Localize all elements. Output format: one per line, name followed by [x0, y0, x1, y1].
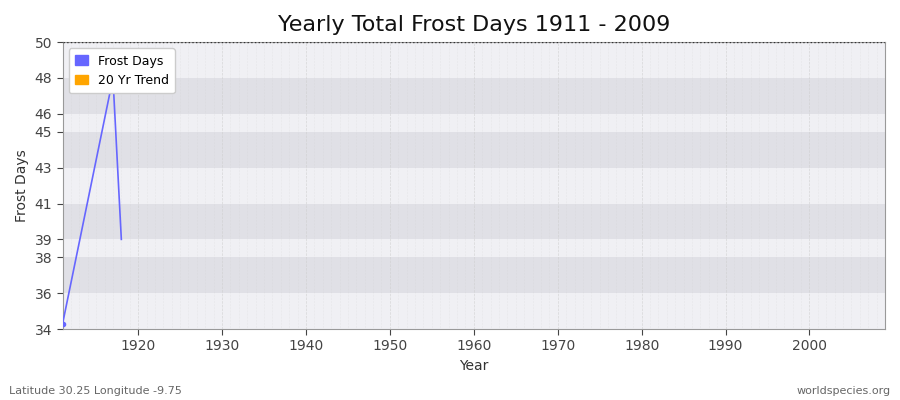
Bar [63, 78, 885, 114]
Bar [63, 204, 885, 239]
Bar [63, 42, 885, 78]
Bar [63, 132, 885, 168]
Bar [63, 114, 885, 132]
Text: worldspecies.org: worldspecies.org [796, 386, 891, 396]
X-axis label: Year: Year [459, 359, 489, 373]
Text: Latitude 30.25 Longitude -9.75: Latitude 30.25 Longitude -9.75 [9, 386, 182, 396]
Title: Yearly Total Frost Days 1911 - 2009: Yearly Total Frost Days 1911 - 2009 [277, 15, 670, 35]
Bar [63, 168, 885, 204]
Bar [63, 293, 885, 329]
Y-axis label: Frost Days: Frost Days [15, 149, 29, 222]
Bar [63, 239, 885, 257]
Legend: Frost Days, 20 Yr Trend: Frost Days, 20 Yr Trend [68, 48, 175, 93]
Bar [63, 257, 885, 293]
